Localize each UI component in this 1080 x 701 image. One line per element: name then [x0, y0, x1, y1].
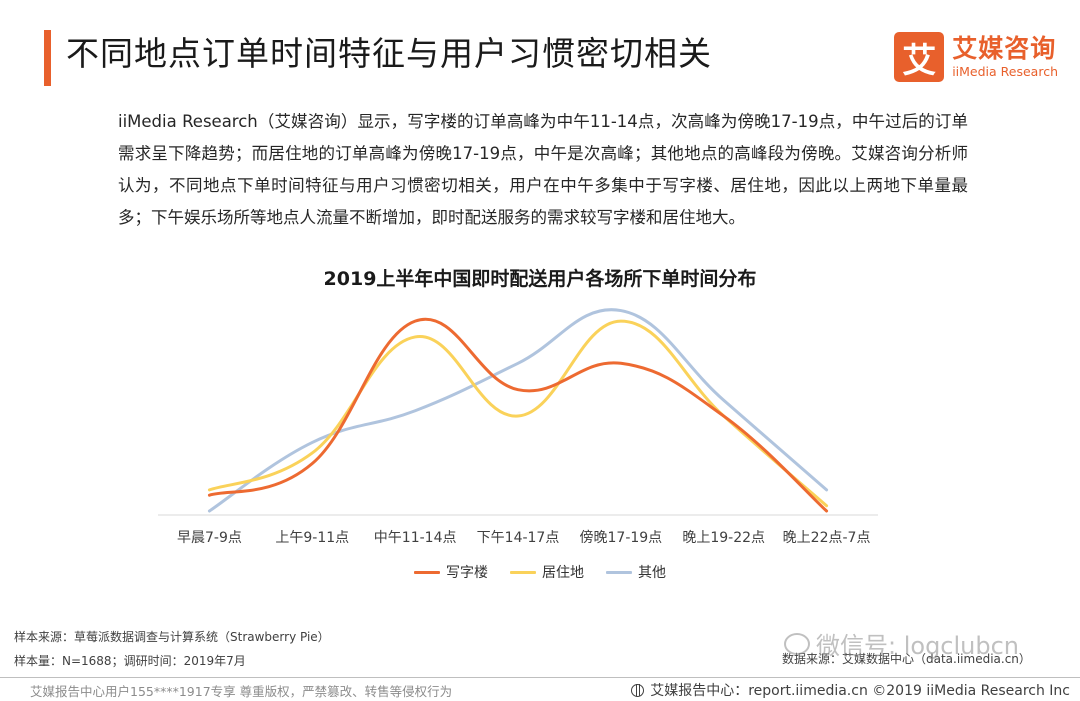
- brand-name-cn: 艾媒咨询: [952, 34, 1057, 63]
- brand-mark-icon: 艾: [894, 32, 945, 82]
- sample-source: 样本来源：草莓派数据调查与计算系统（Strawberry Pie）: [14, 630, 330, 644]
- series-line-1: [207, 317, 829, 513]
- x-tick-label: 上午9-11点: [275, 530, 349, 546]
- summary-paragraph: iiMedia Research（艾媒咨询）显示，写字楼的订单高峰为中午11-1…: [118, 112, 968, 227]
- title-accent-bar: [44, 30, 51, 86]
- series-line-3: [207, 308, 829, 513]
- legend-swatch: [510, 570, 536, 574]
- data-source: 数据来源：艾媒数据中心（data.iimedia.cn）: [782, 652, 1031, 666]
- legend-label: 其他: [638, 565, 666, 581]
- legend-swatch: [414, 570, 440, 574]
- page-title: 不同地点订单时间特征与用户习惯密切相关: [66, 34, 712, 73]
- wechat-icon: [784, 632, 810, 655]
- legend-label: 居住地: [542, 565, 584, 581]
- watermark: 微信号: logclubcn: [784, 626, 1019, 661]
- copyright-notice: 艾媒报告中心用户155****1917专享 尊重版权，严禁篡改、转售等侵权行为: [30, 684, 453, 699]
- sample-size: 样本量：N=1688；调研时间：2019年7月: [14, 654, 246, 668]
- chart-title: 2019上半年中国即时配送用户各场所下单时间分布: [323, 268, 757, 290]
- report-center-text: 艾媒报告中心：report.iimedia.cn ©2019 iiMedia R…: [650, 683, 1070, 699]
- x-tick-label: 下午14-17点: [477, 530, 560, 546]
- globe-icon: [631, 683, 645, 697]
- x-tick-label: 晚上22点-7点: [783, 530, 871, 546]
- line-chart: 早晨7-9点 上午9-11点 中午11-14点 下午14-17点 傍晚17-19点 晚上1…: [158, 308, 878, 546]
- legend-item: 其他: [606, 562, 666, 582]
- report-center-credit: 艾媒报告中心：report.iimedia.cn ©2019 iiMedia R…: [631, 680, 1070, 700]
- legend-swatch: [606, 570, 632, 574]
- watermark-text: 微信号: logclubcn: [816, 632, 1020, 660]
- x-tick-label: 早晨7-9点: [177, 530, 242, 546]
- legend-label: 写字楼: [446, 565, 488, 581]
- brand-text: 艾媒咨询 iiMedia Research: [952, 34, 1058, 80]
- series-line-2: [207, 319, 829, 508]
- legend-item: 居住地: [510, 562, 584, 582]
- footer-divider: [0, 677, 1080, 678]
- x-tick-label: 中午11-14点: [374, 530, 457, 546]
- chart-legend: 写字楼 居住地 其他: [0, 562, 1080, 582]
- brand-name-en: iiMedia Research: [952, 64, 1058, 79]
- brand-logo: 艾 艾媒咨询 iiMedia Research: [894, 30, 1058, 84]
- legend-item: 写字楼: [414, 562, 488, 582]
- x-tick-label: 晚上19-22点: [682, 530, 765, 546]
- x-tick-label: 傍晚17-19点: [580, 529, 663, 546]
